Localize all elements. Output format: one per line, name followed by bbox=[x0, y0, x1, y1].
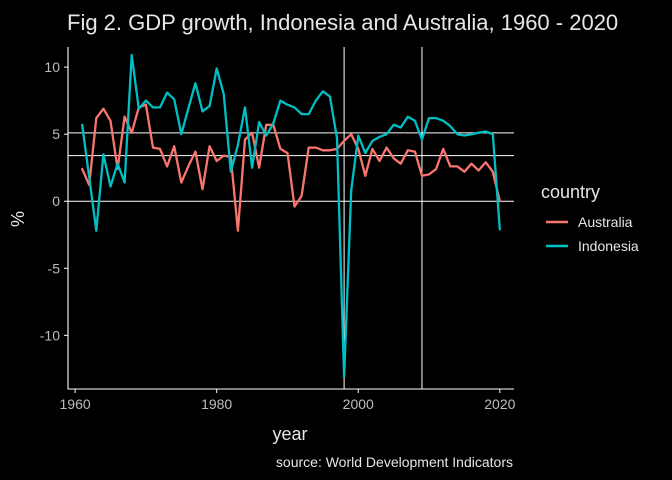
x-tick-label: 2020 bbox=[484, 396, 515, 412]
chart-caption: source: World Development Indicators bbox=[276, 454, 513, 470]
series-line-australia bbox=[81, 103, 501, 232]
series-lines bbox=[81, 53, 501, 379]
y-tick-label: 0 bbox=[52, 193, 60, 209]
legend-title: country bbox=[541, 182, 600, 202]
y-tick-label: -10 bbox=[40, 327, 60, 343]
x-tick-label: 1960 bbox=[60, 396, 91, 412]
chart-title: Fig 2. GDP growth, Indonesia and Austral… bbox=[67, 10, 618, 35]
y-tick-label: 5 bbox=[52, 126, 60, 142]
x-tick-label: 1980 bbox=[201, 396, 232, 412]
axis-ticks: 1960 1980 2000 2020 -10 -5 0 5 10 bbox=[40, 59, 516, 412]
y-tick-label: -5 bbox=[48, 260, 61, 276]
x-tick-label: 2000 bbox=[343, 396, 374, 412]
y-axis-label: % bbox=[8, 211, 28, 227]
legend-label-indonesia: Indonesia bbox=[578, 238, 639, 254]
legend-label-australia: Australia bbox=[578, 214, 633, 230]
legend: Australia Indonesia bbox=[546, 214, 639, 254]
y-tick-label: 10 bbox=[44, 59, 60, 75]
series-line-indonesia bbox=[81, 53, 501, 379]
x-axis-label: year bbox=[272, 424, 307, 444]
